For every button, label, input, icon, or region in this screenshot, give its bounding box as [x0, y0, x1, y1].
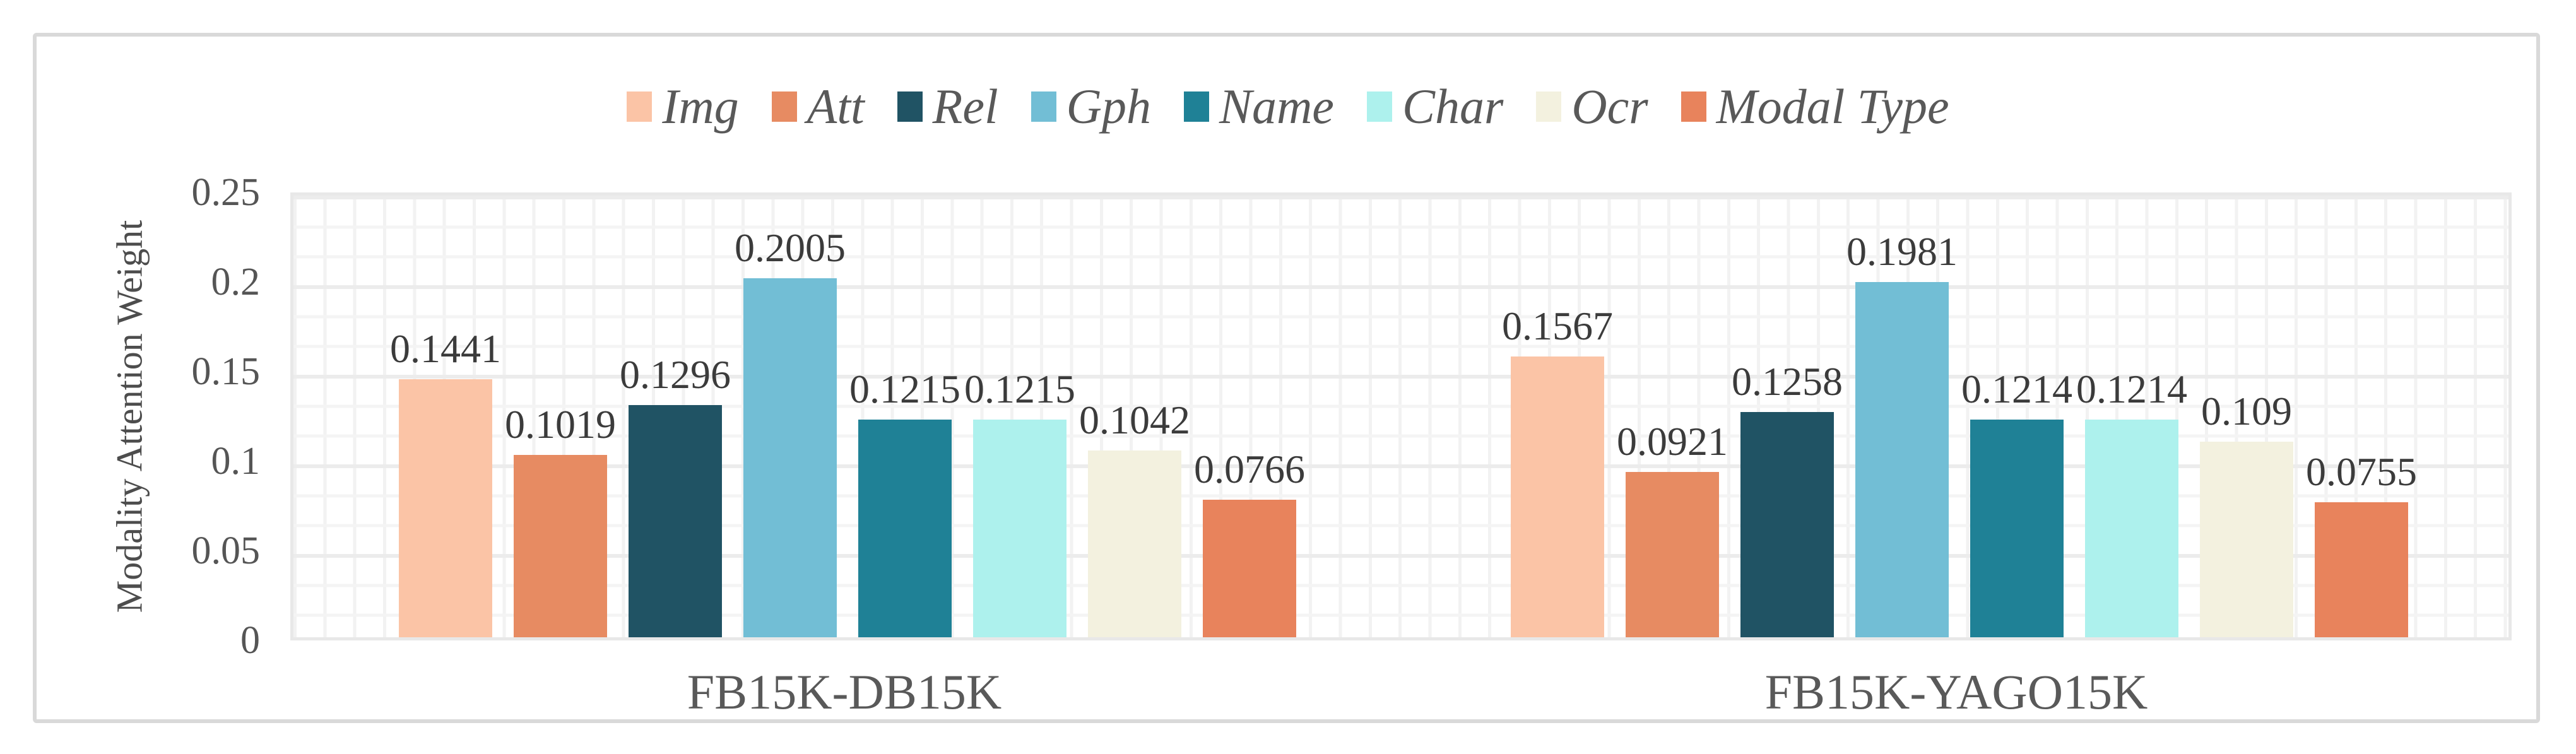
legend-item-label: Att — [806, 79, 865, 134]
bar: 0.1258 — [1732, 361, 1843, 637]
legend-item: Ocr — [1536, 82, 1648, 131]
bar-value-label: 0.1981 — [1846, 229, 1958, 274]
bar-value-label: 0.1214 — [2076, 367, 2187, 412]
legend-swatch-icon — [1536, 91, 1562, 122]
y-tick-label: 0 — [240, 619, 260, 662]
y-tick-label: 0.15 — [191, 350, 261, 393]
legend-item: Gph — [1031, 82, 1151, 131]
bar-value-label: 0.1567 — [1502, 303, 1613, 348]
legend-item-label: Rel — [932, 79, 998, 134]
chart-legend: Img Att Rel Gph Name Char Ocr Modal Type — [0, 82, 2576, 131]
bar: 0.1215 — [964, 368, 1075, 637]
legend-item: Modal Type — [1681, 82, 1949, 131]
bar: 0.1214 — [2076, 369, 2187, 637]
legend-swatch-icon — [1031, 91, 1056, 122]
x-category-label: FB15K-YAGO15K — [1764, 664, 2148, 719]
bar: 0.1042 — [1079, 400, 1190, 637]
bar-value-label: 0.1296 — [620, 351, 731, 397]
legend-item: Char — [1366, 79, 1504, 134]
legend-item-label: Img — [662, 79, 739, 134]
bar-value-label: 0.1214 — [1961, 367, 2072, 412]
y-tick-label: 0.2 — [211, 261, 261, 303]
bar: 0.1215 — [849, 368, 960, 637]
bar: 0.0766 — [1194, 449, 1305, 637]
bar-value-label: 0.2005 — [735, 225, 846, 270]
bar-value-label: 0.1441 — [390, 326, 501, 371]
bar-value-label: 0.0755 — [2306, 449, 2417, 494]
bar-value-label: 0.1258 — [1732, 358, 1843, 404]
bar-value-label: 0.109 — [2201, 389, 2292, 434]
legend-item-label: Ocr — [1571, 79, 1648, 134]
bar: 0.109 — [2200, 391, 2293, 637]
legend-item: Rel — [897, 82, 998, 131]
bar-group: 0.1441 0.1019 0.1296 0.2005 0.1215 0.1215 0.10… — [390, 196, 1305, 637]
y-tick-label: 0.25 — [191, 171, 261, 214]
bar-value-label: 0.1215 — [849, 366, 960, 411]
legend-item: Name — [1183, 79, 1334, 134]
legend-item: Img — [627, 79, 739, 134]
bar: 0.1567 — [1502, 305, 1613, 637]
bar: 0.1441 — [390, 328, 501, 637]
plot-area: 0.1441 0.1019 0.1296 0.2005 0.1215 0.1215 0.10… — [290, 192, 2512, 640]
legend-item-label: Char — [1402, 79, 1504, 134]
legend-swatch-icon — [1183, 91, 1209, 122]
bar-value-label: 0.1019 — [505, 401, 616, 447]
legend-item: Att — [771, 79, 865, 134]
bar-value-label: 0.1215 — [964, 366, 1075, 411]
legend-swatch-icon — [1681, 91, 1706, 122]
bar: 0.1019 — [505, 404, 616, 637]
legend-swatch-icon — [771, 91, 797, 122]
bar: 0.2005 — [735, 227, 846, 637]
x-category-label: FB15K-DB15K — [687, 664, 1002, 719]
legend-swatch-icon — [627, 91, 653, 122]
bar: 0.1296 — [620, 354, 731, 637]
bar: 0.1981 — [1846, 232, 1958, 637]
bar: 0.0921 — [1617, 421, 1728, 637]
bar: 0.0755 — [2306, 451, 2417, 637]
legend-item-label: Modal Type — [1716, 79, 1949, 134]
bar: 0.1214 — [1961, 369, 2072, 637]
y-tick-label: 0.1 — [211, 440, 261, 483]
legend-item-label: Name — [1219, 79, 1334, 134]
bar-group: 0.1567 0.0921 0.1258 0.1981 0.1214 0.1214 0.10… — [1502, 196, 2417, 637]
y-tick-label: 0.05 — [191, 529, 261, 572]
legend-swatch-icon — [1366, 91, 1392, 122]
legend-item-label: Gph — [1066, 79, 1151, 134]
bar-value-label: 0.0766 — [1194, 447, 1305, 492]
bar-value-label: 0.1042 — [1079, 398, 1190, 443]
bar-value-label: 0.0921 — [1617, 419, 1728, 464]
legend-swatch-icon — [897, 91, 923, 122]
